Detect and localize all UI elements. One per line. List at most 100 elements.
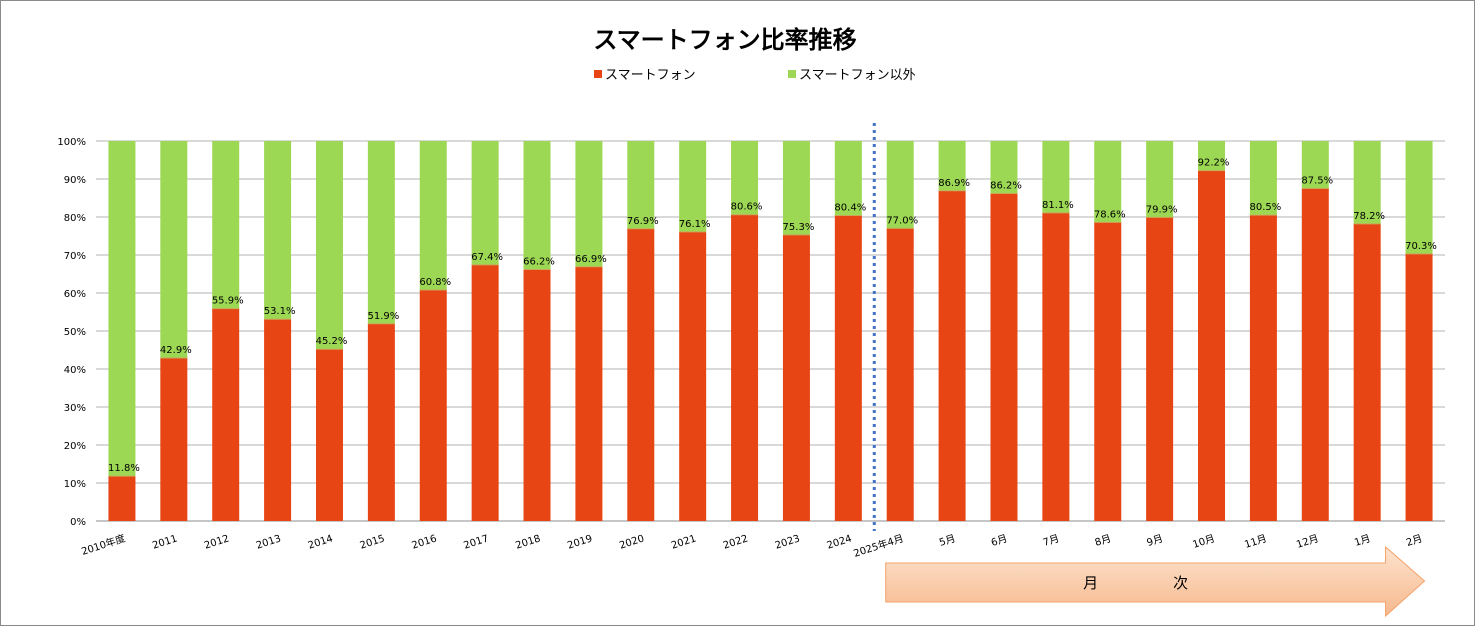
- x-tick-label: 2018: [514, 533, 542, 551]
- chart-title: スマートフォン比率推移: [593, 26, 856, 54]
- bar-smartphone: [419, 289, 447, 521]
- data-label: 78.6%: [1094, 209, 1126, 220]
- bar-smartphone: [938, 190, 966, 521]
- y-tick-label: 0%: [70, 517, 86, 528]
- data-label: 76.9%: [627, 216, 659, 227]
- x-tick-label: 9月: [1145, 532, 1164, 548]
- bar-non-smartphone: [419, 141, 447, 290]
- x-tick-label: 1月: [1353, 532, 1372, 548]
- data-labels: 11.8% 42.9% 55.9% 53.1% 45.2% 51.9% 60.8% 67.4%…: [108, 158, 1437, 475]
- data-label: 78.2%: [1353, 211, 1385, 222]
- bar-non-smartphone: [1146, 141, 1174, 218]
- data-label: 70.3%: [1405, 241, 1437, 252]
- data-label: 81.1%: [1042, 200, 1074, 211]
- bar-smartphone: [1198, 170, 1226, 521]
- data-label: 67.4%: [471, 252, 503, 263]
- bar-non-smartphone: [1042, 141, 1070, 213]
- data-label: 45.2%: [316, 336, 348, 347]
- y-tick-label: 50%: [64, 327, 86, 338]
- x-tick-label: 10月: [1191, 532, 1216, 550]
- x-tick-label: 2024: [826, 533, 854, 551]
- bar-smartphone: [1353, 223, 1381, 521]
- bar-smartphone: [1405, 253, 1433, 522]
- bar-smartphone: [782, 234, 810, 522]
- bar-smartphone: [1042, 212, 1070, 521]
- bar-smartphone: [731, 214, 759, 521]
- gridlines: [96, 140, 1445, 522]
- x-tick-label: 2019: [566, 533, 594, 551]
- bar-non-smartphone: [627, 141, 655, 229]
- data-label: 76.1%: [679, 219, 711, 230]
- data-label: 80.5%: [1250, 202, 1282, 213]
- bar-non-smartphone: [575, 141, 603, 267]
- bar-non-smartphone: [834, 141, 862, 216]
- bar-smartphone: [575, 266, 603, 521]
- data-label: 11.8%: [108, 463, 140, 474]
- y-tick-label: 100%: [57, 137, 86, 148]
- legend-label: スマートフォン以外: [799, 68, 916, 83]
- bar-smartphone: [212, 308, 240, 521]
- x-tick-label: 2020: [618, 533, 646, 551]
- x-tick-label: 2023: [774, 533, 802, 551]
- bar-non-smartphone: [367, 141, 395, 324]
- legend: スマートフォン スマートフォン以外: [594, 68, 916, 83]
- bar-smartphone: [315, 349, 343, 521]
- bar-smartphone: [1249, 215, 1277, 521]
- bar-smartphone: [834, 215, 862, 522]
- bar-non-smartphone: [108, 141, 136, 477]
- y-tick-label: 80%: [64, 213, 86, 224]
- bar-non-smartphone: [264, 141, 292, 320]
- bar-non-smartphone: [160, 141, 188, 358]
- x-tick-label: 2012: [203, 533, 231, 551]
- x-tick-label: 12月: [1295, 532, 1320, 550]
- bar-non-smartphone: [1301, 141, 1329, 189]
- data-label: 42.9%: [160, 345, 192, 356]
- bar-smartphone: [1146, 217, 1174, 521]
- bar-non-smartphone: [523, 141, 551, 270]
- bar-smartphone: [160, 357, 188, 521]
- bar-smartphone: [679, 231, 707, 521]
- bar-non-smartphone: [938, 141, 966, 191]
- bar-non-smartphone: [315, 141, 343, 350]
- data-label: 86.9%: [938, 178, 970, 189]
- x-tick-label: 2015: [359, 533, 387, 551]
- y-tick-label: 60%: [64, 289, 86, 300]
- x-tick-label: 2017: [462, 533, 490, 551]
- data-label: 53.1%: [264, 306, 296, 317]
- bar-non-smartphone: [1094, 141, 1122, 223]
- bar-non-smartphone: [990, 141, 1018, 194]
- bar-smartphone: [627, 228, 655, 521]
- data-label: 60.8%: [419, 277, 451, 288]
- bar-smartphone: [523, 269, 551, 521]
- data-label: 80.4%: [834, 202, 866, 213]
- bar-smartphone: [990, 193, 1018, 521]
- bar-non-smartphone: [731, 141, 759, 215]
- bar-smartphone: [1094, 222, 1122, 521]
- bar-non-smartphone: [886, 141, 914, 229]
- bar-non-smartphone: [782, 141, 810, 235]
- data-label: 55.9%: [212, 296, 244, 307]
- data-label: 77.0%: [886, 215, 918, 226]
- x-tick-label: 8月: [1093, 532, 1112, 548]
- x-tick-label: 2013: [255, 533, 283, 551]
- bar-smartphone: [264, 319, 292, 521]
- data-label: 87.5%: [1301, 176, 1333, 187]
- bar-non-smartphone: [212, 141, 240, 309]
- x-tick-label: 7月: [1042, 532, 1061, 548]
- bar-non-smartphone: [679, 141, 707, 232]
- x-tick-label: 2016: [411, 533, 439, 551]
- x-tick-label: 2011: [151, 533, 179, 551]
- bar-non-smartphone: [471, 141, 499, 265]
- x-tick-label: 2010年度: [80, 531, 127, 557]
- annotations: 月 次: [872, 123, 1426, 618]
- data-label: 92.2%: [1198, 158, 1230, 169]
- x-tick-label: 2025年4月: [852, 531, 905, 559]
- bar-smartphone: [108, 476, 136, 521]
- monthly-arrow: [885, 545, 1426, 618]
- y-tick-label: 10%: [64, 479, 86, 490]
- y-tick-label: 30%: [64, 403, 86, 414]
- y-tick-label: 70%: [64, 251, 86, 262]
- bar-non-smartphone: [1405, 141, 1433, 254]
